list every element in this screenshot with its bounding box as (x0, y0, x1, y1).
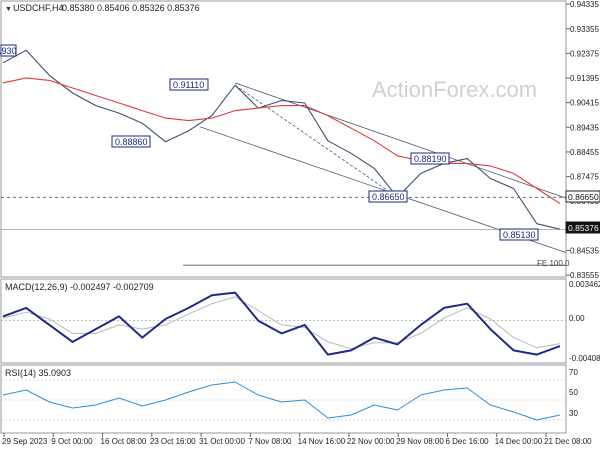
price-series (2, 49, 561, 230)
watermark-text: ActionForex.com (372, 77, 537, 102)
price-tick-label: 0.92375 (570, 49, 599, 58)
price-tick-label: 0.84535 (570, 246, 599, 255)
time-axis-label: 22 Nov 00:00 (347, 437, 395, 446)
time-axis-label: 9 Oct 00:00 (51, 437, 93, 446)
label-86650-text: 0.86650 (372, 192, 405, 202)
time-axis: 29 Sep 2023 9 Oct 00:00 16 Oct 08:00 23 Oct… (2, 433, 592, 446)
price-axis-ticks: 0.94335 0.93355 0.92375 0.91395 0.90415 0.894… (566, 0, 599, 280)
time-axis-label: 29 Sep 2023 (2, 437, 48, 446)
price-tick-label: 0.83555 (570, 271, 599, 280)
price-tick-label: 0.91395 (570, 74, 599, 83)
price-tick-label: 0.90415 (570, 99, 599, 108)
time-axis-label: 14 Dec 00:00 (495, 437, 543, 446)
axis-marker-85376-text: 0.85376 (568, 223, 599, 233)
price-panel (0, 0, 567, 278)
rsi-axis-70: 70 (569, 368, 578, 377)
fe-label: FE 100.0 (537, 259, 570, 268)
rsi-line (2, 381, 561, 421)
label-88860: 0.88860 (111, 135, 151, 148)
macd-signal-line (2, 296, 561, 350)
horizontal-levels (1, 196, 566, 266)
rsi-axis-30: 30 (569, 409, 578, 418)
time-axis-label: 31 Oct 00:00 (199, 437, 245, 446)
label-88190: 0.88190 (410, 152, 450, 165)
channel-upper-line (234, 82, 567, 199)
time-axis-label: 16 Oct 08:00 (101, 437, 147, 446)
macd-main-line (2, 291, 561, 356)
macd-label: MACD(12,26,9) -0.002497 -0.002709 (5, 282, 154, 292)
rsi-series (1, 379, 566, 421)
price-line (2, 49, 561, 230)
symbol-menu-arrow[interactable]: ▼ (5, 6, 12, 13)
time-axis-label: 29 Nov 08:00 (396, 437, 444, 446)
symbol-label: USDCHF,H4 (13, 3, 64, 13)
macd-axis-top: 0.003462 (569, 280, 600, 289)
macd-panel (0, 278, 567, 364)
time-axis-label: 23 Oct 16:00 (150, 437, 196, 446)
price-tick-label: 0.88455 (570, 148, 599, 157)
ema-line (2, 77, 561, 205)
rsi-panel (0, 364, 567, 434)
macd-axis-bottom: -0.004083 (569, 354, 600, 363)
price-tick-label: 0.94335 (570, 0, 599, 9)
label-88860-text: 0.88860 (115, 137, 148, 147)
rsi-axis-50: 50 (569, 388, 578, 397)
label-91110-text: 0.91110 (173, 80, 204, 90)
label-86650: 0.86650 (368, 190, 408, 203)
price-tick-label: 0.93355 (570, 25, 599, 34)
price-tick-label: 0.89435 (570, 123, 599, 132)
label-88190-text: 0.88190 (414, 154, 447, 164)
price-tick-label: 0.87475 (570, 173, 599, 182)
time-axis-label: 7 Nov 08:00 (248, 437, 292, 446)
axis-marker-85376: 0.85376 (565, 221, 600, 234)
projection-dashed-line (234, 84, 398, 198)
macd-axis-zero: 0.00 (569, 314, 585, 323)
ema-series (2, 77, 561, 205)
label-0930-text: 0.930 (0, 46, 17, 56)
time-axis-label: 14 Nov 16:00 (298, 437, 346, 446)
time-axis-label: 6 Dec 16:00 (445, 437, 489, 446)
axis-marker-86650: 0.86650 (565, 190, 600, 203)
ohlc-label: 0.85380 0.85406 0.85326 0.85376 (62, 3, 200, 13)
label-85130: 0.85130 (499, 228, 539, 241)
axis-marker-86650-text: 0.86650 (568, 192, 599, 202)
label-91110: 0.91110 (169, 78, 209, 91)
time-axis-label: 21 Dec 08:00 (544, 437, 592, 446)
rsi-label: RSI(14) 35.0903 (5, 368, 71, 378)
label-0930: 0.930 (0, 44, 17, 57)
label-85130-text: 0.85130 (503, 230, 536, 240)
macd-series (1, 291, 566, 356)
